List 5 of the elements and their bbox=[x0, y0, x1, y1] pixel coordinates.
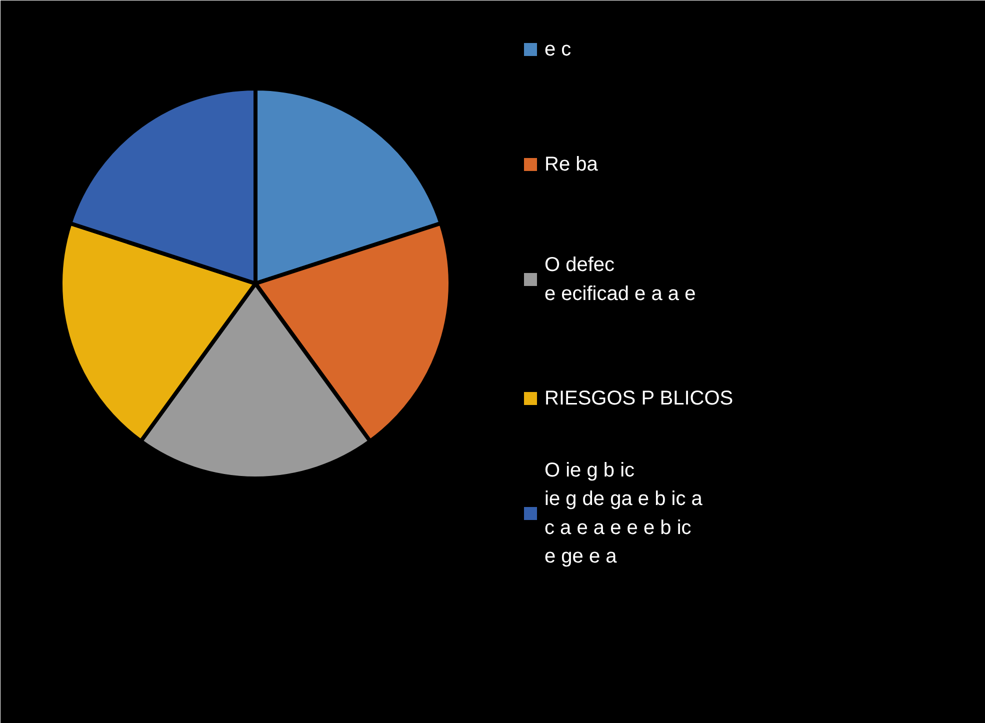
legend-label: O defec e ecificad e a a e bbox=[544, 254, 696, 305]
legend-label: e c bbox=[544, 38, 572, 60]
legend-label: RIESGOS P BLICOS bbox=[544, 388, 734, 410]
legend-label: O ie g b ic ie g de ga e b ic a c a e a e e e b ic e ge e a bbox=[544, 460, 704, 568]
legend-label: Re ba bbox=[544, 154, 599, 176]
